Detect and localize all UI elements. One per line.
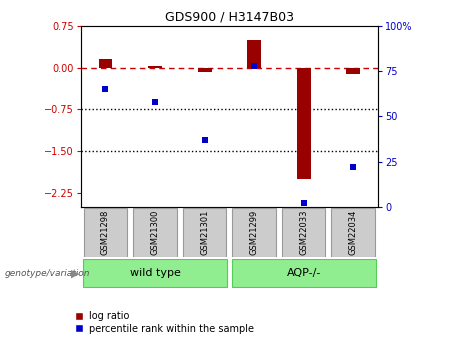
Bar (198, 68, 212, 72)
Text: wild type: wild type (130, 268, 180, 278)
Text: GSM21298: GSM21298 (101, 209, 110, 255)
Text: GSM22034: GSM22034 (349, 209, 358, 255)
FancyBboxPatch shape (133, 207, 177, 257)
Bar (99, 59, 112, 68)
Text: GSM21301: GSM21301 (200, 209, 209, 255)
FancyBboxPatch shape (83, 207, 127, 257)
Text: GSM21299: GSM21299 (249, 209, 259, 255)
FancyBboxPatch shape (183, 207, 226, 257)
Text: GSM22033: GSM22033 (299, 209, 308, 255)
FancyBboxPatch shape (232, 259, 376, 287)
Bar (297, 68, 311, 179)
Bar (346, 68, 360, 75)
Bar (148, 66, 162, 68)
Text: GSM21300: GSM21300 (150, 209, 160, 255)
FancyBboxPatch shape (282, 207, 325, 257)
Text: AQP-/-: AQP-/- (286, 268, 321, 278)
Legend: log ratio, percentile rank within the sample: log ratio, percentile rank within the sa… (74, 311, 254, 334)
Bar (247, 40, 261, 68)
Title: GDS900 / H3147B03: GDS900 / H3147B03 (165, 10, 294, 23)
FancyBboxPatch shape (331, 207, 375, 257)
FancyBboxPatch shape (83, 259, 227, 287)
FancyBboxPatch shape (232, 207, 276, 257)
Text: ▶: ▶ (71, 269, 80, 278)
Text: genotype/variation: genotype/variation (5, 269, 90, 278)
